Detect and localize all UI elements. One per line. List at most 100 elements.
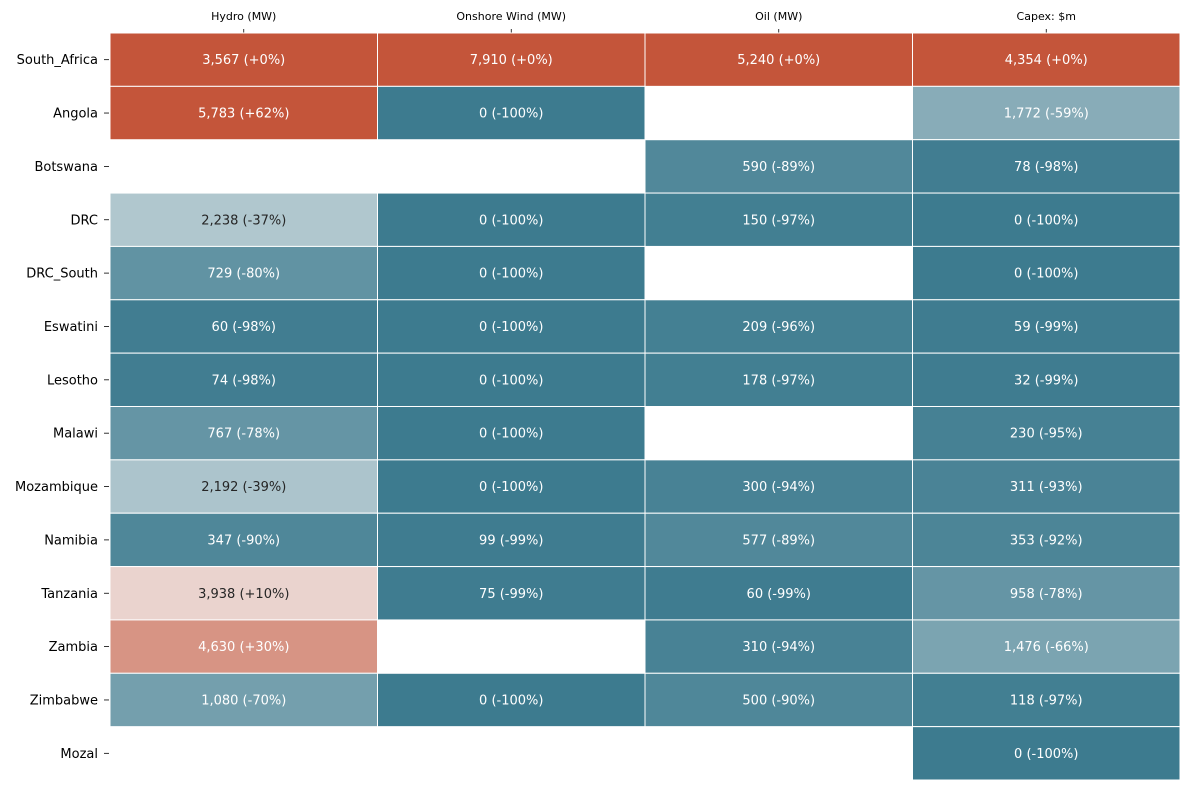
heatmap-cell — [377, 245, 646, 301]
row-label: Lesotho — [47, 373, 98, 388]
heatmap-cell — [912, 672, 1181, 728]
cell-label: 178 (-97%) — [742, 373, 815, 388]
cell-label: 2,238 (-37%) — [201, 213, 286, 228]
cell-label: 347 (-90%) — [207, 533, 280, 548]
row-label: Mozal — [60, 747, 98, 762]
column-label: Capex: $m — [1017, 10, 1076, 23]
heatmap-cell — [912, 459, 1181, 514]
cell-label: 3,567 (+0%) — [202, 53, 285, 68]
row-label: Namibia — [44, 533, 98, 548]
heatmap-cell — [109, 192, 378, 247]
heatmap-cell — [912, 352, 1181, 407]
heatmap-cell — [377, 192, 646, 247]
heatmap-cell — [377, 352, 646, 407]
cell-label: 5,240 (+0%) — [737, 53, 820, 68]
cell-label: 1,080 (-70%) — [201, 693, 286, 708]
heatmap-cell — [377, 672, 646, 728]
heatmap-cell — [912, 406, 1181, 461]
cell-label: 32 (-99%) — [1014, 373, 1078, 388]
cell-label: 353 (-92%) — [1010, 533, 1083, 548]
cell-label: 0 (-100%) — [479, 320, 543, 335]
row-label: Angola — [53, 107, 98, 122]
cell-label: 60 (-99%) — [747, 587, 811, 602]
heatmap-cell — [109, 672, 378, 728]
cell-label: 767 (-78%) — [207, 427, 280, 442]
heatmap-cell — [109, 32, 378, 87]
heatmap-cell — [377, 406, 646, 461]
row-label: Zimbabwe — [30, 693, 98, 708]
row-label: Malawi — [53, 427, 98, 442]
heatmap-cell — [377, 32, 646, 87]
column-label: Hydro (MW) — [211, 10, 276, 23]
cell-label: 0 (-100%) — [1014, 747, 1078, 762]
cell-label: 0 (-100%) — [479, 107, 543, 122]
cell-label: 60 (-98%) — [212, 320, 276, 335]
column-label: Oil (MW) — [755, 10, 802, 23]
heatmap-cell — [912, 512, 1181, 568]
cell-label: 4,354 (+0%) — [1005, 53, 1088, 68]
cell-label: 59 (-99%) — [1014, 320, 1078, 335]
cell-label: 4,630 (+30%) — [198, 640, 289, 655]
cell-label: 0 (-100%) — [479, 213, 543, 228]
heatmap-cell — [109, 619, 378, 674]
heatmap-cell — [912, 32, 1181, 87]
cell-label: 78 (-98%) — [1014, 160, 1078, 175]
column-label: Onshore Wind (MW) — [456, 10, 566, 23]
heatmap-cell — [644, 566, 913, 621]
row-labels: South_Africa Angola Botswana DRC DRC_South Es… — [15, 53, 109, 762]
heatmap-cell — [377, 299, 646, 354]
heatmap-cell — [912, 566, 1181, 621]
cell-label: 0 (-100%) — [479, 693, 543, 708]
row-label: Tanzania — [40, 587, 98, 602]
cell-label: 3,938 (+10%) — [198, 587, 289, 602]
cell-label: 1,772 (-59%) — [1004, 107, 1089, 122]
cell-label: 2,192 (-39%) — [201, 480, 286, 495]
heatmap-cells: 3,567 (+0%) 7,910 (+0%) 5,240 (+0%) 4,354 (… — [109, 32, 1181, 781]
heatmap-cell — [912, 139, 1181, 194]
heatmap-cell — [912, 245, 1181, 301]
row-label: Zambia — [49, 640, 98, 655]
cell-label: 230 (-95%) — [1010, 427, 1083, 442]
heatmap-cell — [109, 352, 378, 407]
heatmap-cell — [377, 85, 646, 141]
cell-label: 5,783 (+62%) — [198, 107, 289, 122]
cell-label: 150 (-97%) — [742, 213, 815, 228]
heatmap-cell — [912, 726, 1181, 781]
heatmap-cell — [644, 352, 913, 407]
heatmap-cell — [109, 406, 378, 461]
heatmap-cell — [109, 299, 378, 354]
cell-label: 0 (-100%) — [1014, 267, 1078, 282]
cell-label: 577 (-89%) — [742, 533, 815, 548]
cell-label: 0 (-100%) — [479, 427, 543, 442]
heatmap-cell — [644, 299, 913, 354]
row-label: Botswana — [34, 160, 98, 175]
heatmap-cell — [644, 672, 913, 728]
cell-label: 7,910 (+0%) — [470, 53, 553, 68]
heatmap-cell — [644, 192, 913, 247]
cell-label: 0 (-100%) — [479, 373, 543, 388]
cell-label: 74 (-98%) — [212, 373, 276, 388]
cell-label: 310 (-94%) — [742, 640, 815, 655]
cell-label: 75 (-99%) — [479, 587, 543, 602]
cell-label: 209 (-96%) — [742, 320, 815, 335]
heatmap-cell — [644, 139, 913, 194]
cell-label: 0 (-100%) — [479, 267, 543, 282]
cell-label: 118 (-97%) — [1010, 693, 1083, 708]
heatmap-cell — [109, 245, 378, 301]
heatmap-cell — [109, 566, 378, 621]
cell-label: 590 (-89%) — [742, 160, 815, 175]
cell-label: 500 (-90%) — [742, 693, 815, 708]
row-label: DRC_South — [26, 267, 98, 282]
cell-label: 729 (-80%) — [207, 267, 280, 282]
cell-label: 0 (-100%) — [1014, 213, 1078, 228]
heatmap-cell — [912, 619, 1181, 674]
heatmap-cell — [644, 32, 913, 87]
cell-label: 1,476 (-66%) — [1004, 640, 1089, 655]
heatmap-cell — [109, 512, 378, 568]
row-label: Mozambique — [15, 480, 98, 495]
cell-label: 311 (-93%) — [1010, 480, 1083, 495]
cell-label: 300 (-94%) — [742, 480, 815, 495]
cell-label: 0 (-100%) — [479, 480, 543, 495]
heatmap-cell — [912, 192, 1181, 247]
